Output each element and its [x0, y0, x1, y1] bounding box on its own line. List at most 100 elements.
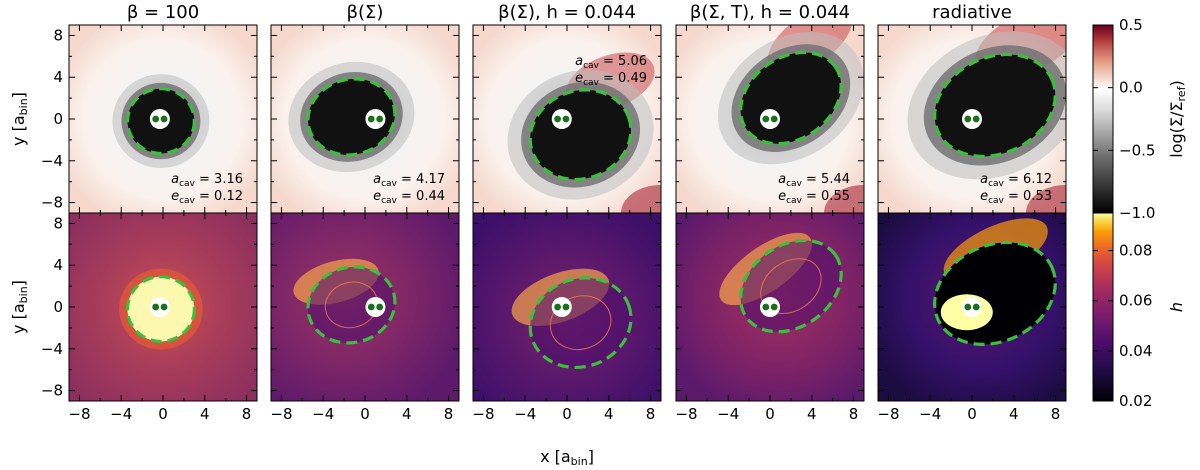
y-tick-label: 0 [53, 110, 63, 128]
binary-star [152, 115, 160, 123]
x-tick-label: 4 [604, 405, 614, 423]
column-title: β(Σ, T), h = 0.044 [690, 2, 850, 23]
panel-image [473, 213, 661, 401]
binary-star [562, 303, 570, 311]
cavity-outline [306, 265, 397, 345]
colorbar-label: h [1167, 302, 1186, 312]
binary-star [964, 115, 972, 123]
panel-image [69, 25, 257, 213]
colorbar-tick-label: 0.04 [1119, 342, 1152, 360]
x-tick-label: 0 [562, 405, 572, 423]
x-tick-label: −8 [270, 405, 292, 423]
binary-star [972, 303, 980, 311]
cavity-outline [528, 276, 633, 370]
colorbar-density [1092, 24, 1114, 214]
cavity-fill [934, 54, 1056, 157]
panel-image [676, 213, 864, 401]
colorbar-tick-label: −0.5 [1119, 141, 1155, 159]
x-tick-label: 0 [360, 405, 370, 423]
cavity-outline [125, 87, 196, 156]
panel-image [271, 213, 459, 401]
cavity-outline [933, 240, 1057, 346]
panel-image [878, 213, 1066, 401]
cavity-outline [125, 275, 196, 344]
a-cav-annotation: acav = 5.06 [575, 54, 647, 71]
column-title: β(Σ) [347, 2, 384, 23]
a-cav-annotation: acav = 4.17 [373, 172, 445, 189]
panel-r1-c0 [68, 212, 258, 402]
cavity-outline [739, 238, 843, 334]
cavity-outline [933, 52, 1057, 158]
panel-image [878, 25, 1066, 213]
x-tick-label: 4 [402, 405, 412, 423]
binary-star [762, 115, 770, 123]
e-cav-annotation: ecav = 0.12 [171, 189, 243, 206]
dense-corner [824, 185, 864, 213]
binary-star [562, 115, 570, 123]
stream-arc [549, 295, 612, 351]
dense-corner [621, 185, 661, 213]
dense-corner [1026, 185, 1066, 213]
y-tick-label: 4 [53, 68, 63, 86]
column-title: β = 100 [127, 2, 199, 23]
x-tick-label: −4 [514, 405, 536, 423]
cavity-outline [306, 77, 397, 157]
e-cav-annotation: ecav = 0.49 [575, 71, 647, 88]
cavity-fill [307, 266, 395, 343]
cavity-outline [739, 50, 843, 146]
cavity-fill [307, 78, 395, 155]
binary-orbit-disc [365, 297, 386, 317]
x-tick-label: 8 [444, 405, 454, 423]
y-tick-label: 8 [53, 214, 63, 232]
binary-star [554, 303, 561, 311]
column-title: radiative [932, 2, 1012, 23]
cavity-outline [528, 88, 633, 182]
x-tick-label: 0 [158, 405, 168, 423]
binary-orbit-disc [365, 109, 386, 129]
x-tick-label: −4 [919, 405, 941, 423]
x-tick-label: −8 [472, 405, 494, 423]
x-tick-label: −4 [717, 405, 739, 423]
a-cav-annotation: acav = 5.44 [778, 172, 850, 189]
y-tick-label: −4 [41, 340, 63, 358]
x-tick-label: 0 [967, 405, 977, 423]
panel-r1-c3 [675, 212, 865, 402]
binary-star [770, 115, 778, 123]
x-tick-label: 8 [242, 405, 252, 423]
x-tick-label: −8 [68, 405, 90, 423]
binary-star [160, 115, 168, 123]
binary-star [367, 303, 375, 311]
binary-star [376, 115, 384, 123]
binary-star [964, 303, 972, 311]
colorbar-tick-label: 0.08 [1119, 242, 1152, 260]
x-tick-label: −4 [110, 405, 132, 423]
binary-star [770, 303, 778, 311]
y-tick-label: −8 [41, 382, 63, 400]
panel-r1-c2 [472, 212, 662, 402]
a-cav-annotation: acav = 6.12 [980, 172, 1052, 189]
binary-orbit-disc [962, 297, 982, 317]
a-cav-annotation: acav = 3.16 [171, 172, 243, 189]
colorbar-tick-label: −1.0 [1119, 204, 1155, 222]
x-tick-label: −8 [675, 405, 697, 423]
y-tick-label: −8 [41, 194, 63, 212]
panel-image [473, 25, 661, 213]
x-tick-label: 4 [1009, 405, 1019, 423]
e-cav-annotation: ecav = 0.44 [373, 189, 445, 206]
x-tick-label: −4 [312, 405, 334, 423]
binary-orbit-disc [551, 109, 572, 129]
x-tick-label: 8 [646, 405, 656, 423]
panel-image [271, 25, 459, 213]
panel-image [676, 25, 864, 213]
e-cav-annotation: ecav = 0.55 [778, 189, 850, 206]
x-tick-label: −8 [877, 405, 899, 423]
colorbar-tick-label: 0.0 [1119, 79, 1143, 97]
y-tick-label: 8 [53, 26, 63, 44]
binary-star [762, 303, 770, 311]
y-axis-label: y [abin] [9, 280, 30, 334]
